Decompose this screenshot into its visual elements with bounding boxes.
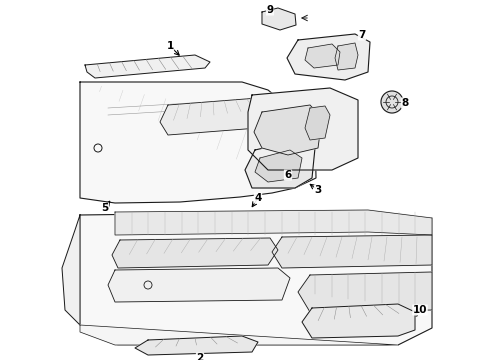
Polygon shape [108, 268, 290, 302]
Polygon shape [112, 238, 278, 268]
Text: 1: 1 [167, 41, 173, 51]
Text: 10: 10 [413, 305, 427, 315]
Polygon shape [245, 140, 315, 188]
Polygon shape [80, 325, 398, 345]
Text: 8: 8 [401, 98, 409, 108]
Polygon shape [62, 215, 80, 325]
Text: 2: 2 [196, 353, 204, 360]
Polygon shape [305, 106, 330, 140]
Polygon shape [248, 88, 358, 170]
Text: 7: 7 [358, 30, 366, 40]
Polygon shape [85, 55, 210, 78]
Polygon shape [335, 43, 358, 70]
Polygon shape [287, 34, 370, 80]
Circle shape [381, 91, 403, 113]
Polygon shape [135, 336, 258, 355]
Polygon shape [262, 8, 296, 30]
Text: 4: 4 [254, 193, 262, 203]
Text: 5: 5 [101, 203, 109, 213]
Text: 6: 6 [284, 170, 292, 180]
Text: 9: 9 [267, 5, 273, 15]
Polygon shape [298, 272, 432, 312]
Polygon shape [160, 98, 268, 135]
Polygon shape [255, 150, 302, 182]
Polygon shape [272, 235, 432, 268]
Polygon shape [115, 210, 432, 235]
Text: 3: 3 [315, 185, 321, 195]
Polygon shape [302, 304, 415, 338]
Polygon shape [80, 82, 316, 203]
Polygon shape [80, 212, 432, 345]
Polygon shape [254, 105, 322, 155]
Polygon shape [305, 44, 340, 68]
